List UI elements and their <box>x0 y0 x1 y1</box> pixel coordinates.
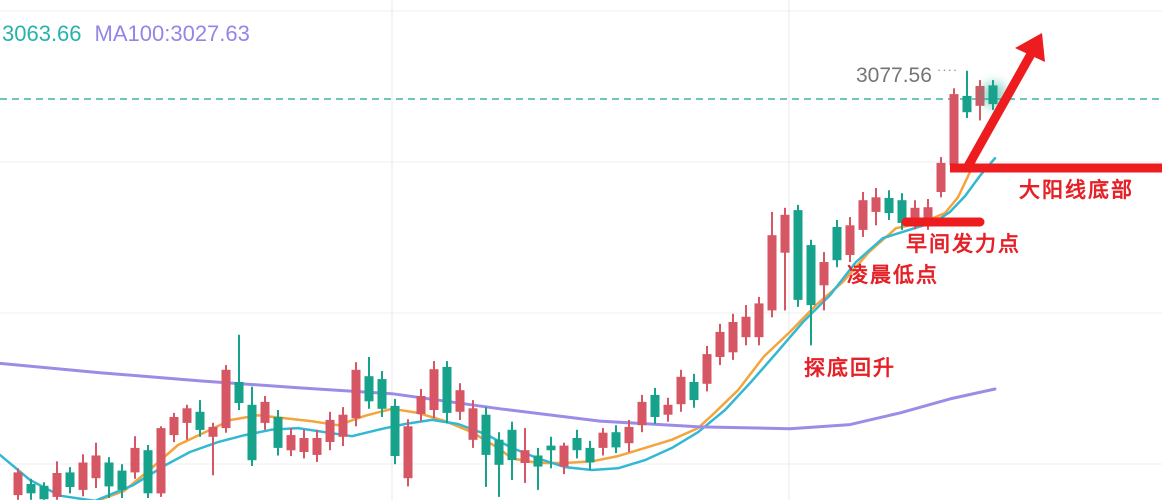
candle-body <box>559 445 569 467</box>
annotation-big-candle-bottom: 大阳线底部 <box>1019 178 1134 202</box>
candle-body <box>429 369 439 410</box>
candle-body <box>169 417 179 436</box>
annotation-bottom-rebound: 探底回升 <box>804 356 896 380</box>
candle-body <box>871 197 881 212</box>
ma-fast-legend-value: 3063.66 <box>2 21 82 46</box>
candle-body <box>494 439 504 465</box>
candle-body <box>975 86 985 106</box>
candle-body <box>299 438 309 452</box>
candle-body <box>923 207 933 223</box>
candle-body <box>949 94 959 166</box>
candle-body <box>910 207 920 222</box>
candle-body <box>416 396 426 415</box>
candle-body <box>728 322 738 353</box>
candle-body <box>650 394 660 417</box>
candle-body <box>208 426 218 437</box>
candle-body <box>247 404 257 461</box>
candle-body <box>507 429 517 461</box>
drawn-up-arrow-shaft <box>962 49 1036 173</box>
candle-body <box>832 227 842 261</box>
candle-body <box>624 426 634 444</box>
candle-body <box>65 472 75 487</box>
candle-body <box>702 354 712 384</box>
candle-body <box>104 462 114 487</box>
drawn-up-arrow-head <box>1015 33 1045 62</box>
ma-legend: 3063.66 MA100:3027.63 <box>2 21 250 47</box>
price-label-dots: ···· <box>936 62 959 77</box>
candle-body <box>572 438 582 451</box>
candle-body <box>585 447 595 463</box>
candle-body <box>533 455 543 467</box>
annotation-morning-push: 早间发力点 <box>906 232 1021 256</box>
candle-body <box>884 197 894 214</box>
candle-body <box>403 426 413 479</box>
candle-body <box>117 470 127 490</box>
ma-line-MA100-purple <box>0 361 997 431</box>
candle-body <box>806 245 816 306</box>
candle-body <box>39 485 49 500</box>
candle-body <box>780 214 790 253</box>
candle-body <box>234 382 244 403</box>
candle-body <box>286 435 296 451</box>
candle-body <box>715 331 725 357</box>
candle-body <box>455 390 465 412</box>
candle-body <box>351 369 361 419</box>
candle-body <box>338 414 348 437</box>
candle-body <box>819 262 829 286</box>
candle-body <box>663 404 673 415</box>
candle-body <box>754 303 764 338</box>
candle-body <box>156 428 166 494</box>
candle-body <box>260 401 270 423</box>
candle-body <box>598 432 608 448</box>
candle-body <box>130 447 140 473</box>
candle-body <box>325 419 335 442</box>
candle-body <box>13 472 23 496</box>
candle-body <box>897 200 907 223</box>
candle-body <box>182 408 192 423</box>
candle-body <box>858 200 868 230</box>
candle-body <box>611 432 621 448</box>
candle-body <box>377 379 387 409</box>
candle-body <box>468 408 478 440</box>
candle-body <box>637 401 647 426</box>
candle-body <box>845 225 855 255</box>
ma-line-MA-fast-orange <box>98 103 1007 500</box>
candle-body <box>143 450 153 494</box>
candle-body <box>221 369 231 429</box>
candle-body <box>793 210 803 300</box>
candle-body <box>546 445 556 451</box>
candle-body <box>767 235 777 311</box>
candle-body <box>936 162 946 192</box>
candle-body <box>91 455 101 479</box>
candle-body <box>390 405 400 456</box>
candle-body <box>481 414 491 455</box>
candle-body <box>26 484 36 494</box>
candle-body <box>689 382 699 401</box>
candle-body <box>364 376 374 402</box>
current-price-label: 3077.56 ···· <box>856 62 958 88</box>
candle-body <box>273 417 283 448</box>
candle-body <box>195 411 205 430</box>
candle-body <box>52 473 62 497</box>
candle-body <box>676 376 686 405</box>
candle-body <box>312 438 322 455</box>
candle-body <box>962 95 972 113</box>
candle-body <box>442 366 452 413</box>
ma100-legend-value: MA100:3027.63 <box>94 21 250 46</box>
candle-body <box>741 316 751 338</box>
annotation-dawn-low: 凌晨低点 <box>847 263 939 287</box>
candle-body <box>78 462 88 490</box>
candle-body <box>520 450 530 463</box>
current-price-value: 3077.56 <box>856 64 932 87</box>
